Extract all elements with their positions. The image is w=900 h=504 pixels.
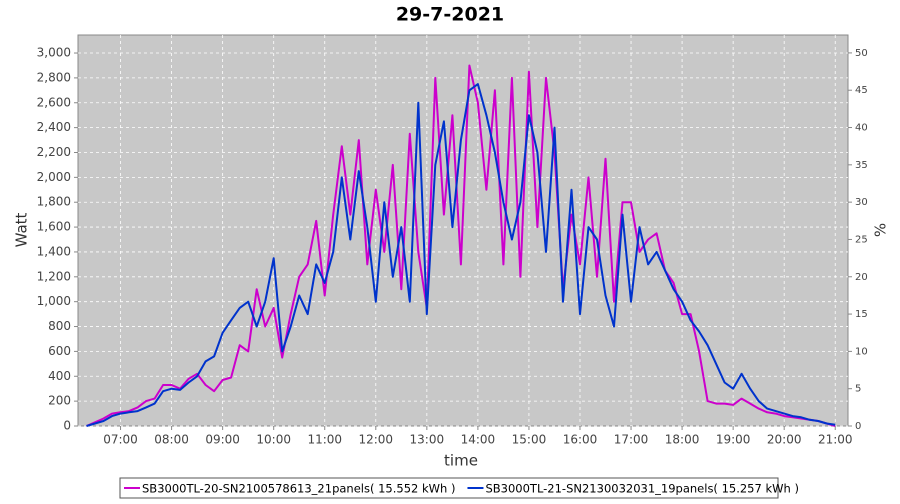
y-tick-label: 2,400 — [37, 120, 71, 134]
x-tick-label: 18:00 — [665, 433, 700, 447]
y2-tick-label: 25 — [855, 234, 868, 245]
x-tick-label: 15:00 — [512, 433, 547, 447]
y2-tick-label: 40 — [855, 123, 868, 134]
x-tick-label: 16:00 — [563, 433, 598, 447]
y-tick-label: 2,600 — [37, 95, 71, 109]
y-tick-label: 1,000 — [37, 294, 71, 308]
y-tick-label: 400 — [48, 369, 71, 383]
x-tick-label: 12:00 — [358, 433, 393, 447]
y2-tick-label: 30 — [855, 197, 868, 208]
x-tick-label: 21:00 — [818, 433, 853, 447]
y-tick-label: 1,200 — [37, 269, 71, 283]
y2-axis-label: % — [872, 223, 890, 237]
y-tick-label: 1,400 — [37, 244, 71, 258]
y2-tick-label: 15 — [855, 309, 868, 320]
legend-label: SB3000TL-21-SN2130032031_19panels( 15.25… — [485, 482, 798, 496]
y-tick-label: 2,200 — [37, 145, 71, 159]
legend-box — [119, 477, 779, 499]
y2-tick-label: 35 — [855, 160, 868, 171]
x-tick-label: 13:00 — [410, 433, 445, 447]
y-tick-label: 200 — [48, 394, 71, 408]
x-tick-label: 20:00 — [767, 433, 802, 447]
x-tick-label: 10:00 — [256, 433, 291, 447]
x-tick-label: 08:00 — [154, 433, 189, 447]
y-tick-label: 600 — [48, 344, 71, 358]
y-tick-label: 1,800 — [37, 195, 71, 209]
y-tick-label: 3,000 — [37, 46, 71, 60]
y2-tick-label: 50 — [855, 48, 868, 59]
y2-tick-label: 10 — [855, 346, 868, 357]
x-tick-label: 09:00 — [205, 433, 240, 447]
y-tick-label: 2,800 — [37, 70, 71, 84]
x-tick-label: 17:00 — [614, 433, 649, 447]
series-line — [86, 64, 836, 427]
x-axis-label: time — [444, 452, 478, 470]
y2-tick-label: 20 — [855, 272, 868, 283]
y-tick-label: 1,600 — [37, 220, 71, 234]
x-tick-label: 11:00 — [307, 433, 342, 447]
y2-tick-label: 0 — [855, 421, 861, 432]
y-axis-label: Watt — [13, 212, 31, 247]
y-tick-label: 800 — [48, 319, 71, 333]
series-line — [86, 83, 836, 427]
y-tick-label: 2,000 — [37, 170, 71, 184]
y2-tick-label: 45 — [855, 85, 868, 96]
x-tick-label: 19:00 — [716, 433, 751, 447]
x-tick-label: 07:00 — [103, 433, 138, 447]
y-tick-label: 0 — [63, 419, 71, 433]
x-tick-label: 14:00 — [461, 433, 496, 447]
legend-label: SB3000TL-20-SN2100578613_21panels( 15.55… — [142, 482, 455, 496]
chart-title: 29-7-2021 — [396, 4, 504, 26]
y2-tick-label: 5 — [855, 384, 861, 395]
